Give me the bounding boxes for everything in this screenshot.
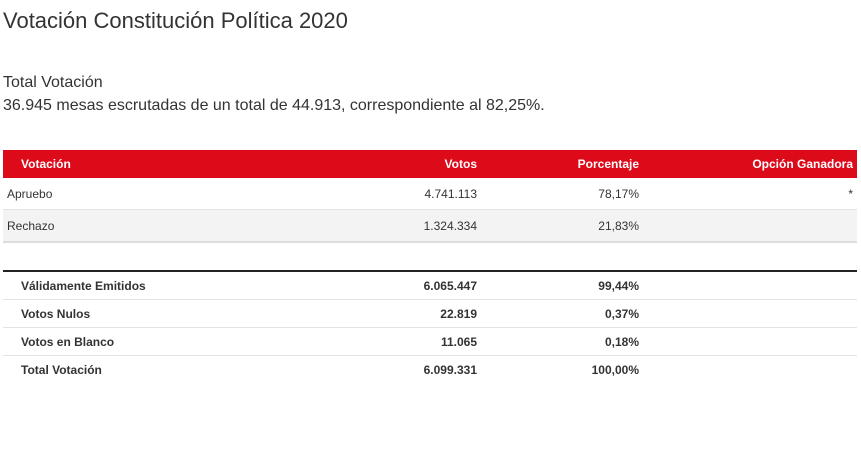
table-row: Válidamente Emitidos 6.065.447 99,44% — [3, 271, 857, 300]
option-percent: 78,17% — [481, 178, 643, 210]
total-label: Votos en Blanco — [3, 327, 283, 356]
count-summary: 36.945 mesas escrutadas de un total de 4… — [3, 97, 545, 114]
option-name: Rechazo — [3, 209, 283, 243]
option-percent: 21,83% — [481, 209, 643, 243]
total-percent: 0,37% — [481, 299, 643, 328]
table-row: Apruebo 4.741.113 78,17% * — [3, 178, 857, 210]
table-row: Votos en Blanco 11.065 0,18% — [3, 327, 857, 356]
empty-cell — [643, 299, 857, 328]
total-label: Total Votación — [21, 362, 102, 377]
table-row: Total Votación 6.099.331 100,00% — [3, 356, 857, 384]
option-votes: 1.324.334 — [283, 209, 481, 243]
option-name: Apruebo — [3, 178, 283, 210]
winner-marker — [643, 209, 857, 243]
total-percent: 0,18% — [481, 327, 643, 356]
total-votes: 22.819 — [283, 299, 481, 328]
table-row: Rechazo 1.324.334 21,83% — [3, 209, 857, 243]
empty-cell — [643, 327, 857, 356]
total-votes: 6.099.331 — [423, 362, 477, 377]
header-option: Votación — [21, 157, 71, 171]
header-votes: Votos — [444, 157, 477, 171]
total-label: Votos Nulos — [3, 299, 283, 328]
section-subtitle: Total Votación — [3, 74, 103, 91]
winner-marker: * — [643, 178, 857, 210]
results-header-row: Votación Votos Porcentaje Opción Ganador… — [3, 150, 857, 178]
total-percent: 100,00% — [591, 362, 639, 377]
total-percent: 99,44% — [481, 271, 643, 300]
total-votes: 6.065.447 — [283, 271, 481, 300]
empty-cell — [643, 271, 857, 300]
results-table: Votación Votos Porcentaje Opción Ganador… — [3, 150, 857, 243]
header-percent: Porcentaje — [577, 157, 639, 171]
header-winner: Opción Ganadora — [752, 157, 853, 171]
total-votes: 11.065 — [283, 327, 481, 356]
option-votes: 4.741.113 — [283, 178, 481, 210]
total-label: Válidamente Emitidos — [3, 271, 283, 300]
table-row: Votos Nulos 22.819 0,37% — [3, 299, 857, 328]
page-title: Votación Constitución Política 2020 — [3, 8, 348, 33]
empty-cell — [643, 356, 857, 384]
totals-table: Válidamente Emitidos 6.065.447 99,44% Vo… — [3, 270, 857, 383]
